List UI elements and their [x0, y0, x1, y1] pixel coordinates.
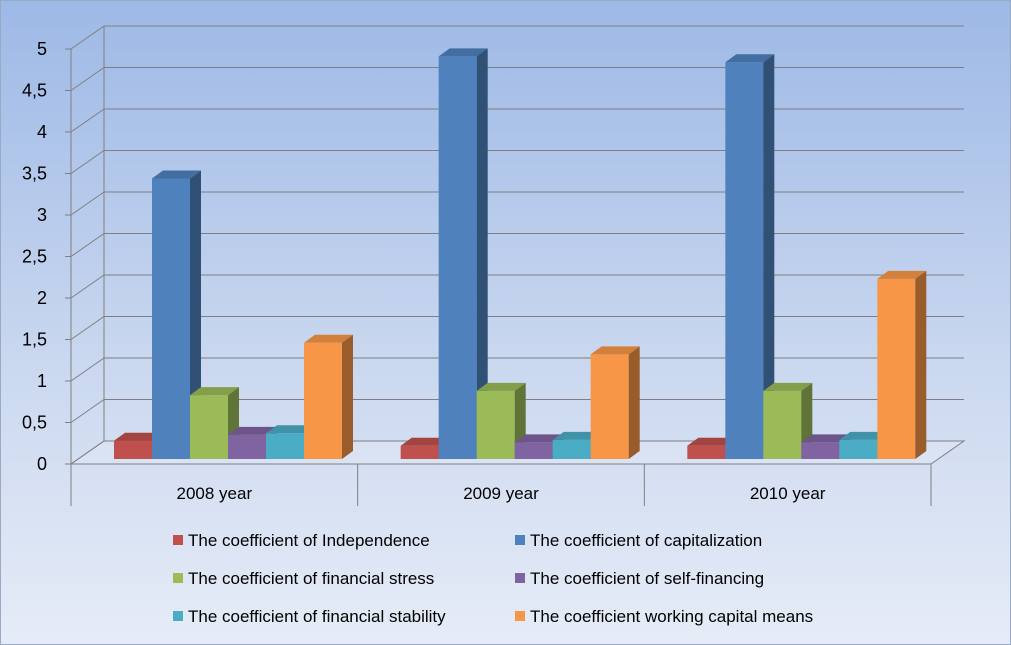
bar-front: [763, 390, 802, 459]
bar: [514, 434, 564, 459]
legend-swatch: [173, 611, 183, 621]
bar-front: [476, 390, 515, 459]
legend-entry: The coefficient of capitalization: [515, 531, 762, 550]
bar-front: [590, 354, 629, 459]
bar-front: [228, 434, 266, 459]
bar-front: [877, 278, 916, 459]
bar-top: [438, 48, 488, 57]
x-tick-label: 2010 year: [750, 484, 826, 503]
y-tick-label: 4: [37, 122, 47, 142]
legend-label: The coefficient of financial stress: [188, 569, 434, 588]
legend-swatch: [515, 611, 525, 621]
bar-top: [552, 431, 602, 440]
legend-swatch: [173, 573, 183, 583]
legend-swatch: [515, 573, 525, 583]
bar: [438, 48, 488, 460]
y-tick-label: 2: [37, 288, 47, 308]
gridline-side: [70, 274, 105, 299]
bar-front: [114, 440, 152, 459]
bar-top: [801, 434, 851, 443]
y-tick-label: 3: [37, 205, 47, 225]
gridline-side: [70, 399, 105, 423]
bar-side: [915, 270, 927, 459]
legend-entry: The coefficient working capital means: [515, 607, 813, 626]
bar-top: [590, 346, 640, 355]
legend-entry: The coefficient of financial stability: [173, 607, 446, 626]
y-tick-label: 2,5: [22, 247, 47, 267]
bar: [476, 382, 526, 459]
legend-entry: The coefficient of self-financing: [515, 569, 764, 588]
bar: [304, 334, 353, 459]
bar-front: [839, 439, 878, 459]
bar: [266, 425, 315, 459]
gridline-side: [70, 67, 105, 91]
bar-top: [190, 387, 239, 396]
bar-front: [687, 445, 726, 459]
bar-top: [114, 432, 163, 441]
legend-label: The coefficient working capital means: [530, 607, 813, 626]
bar-side: [476, 48, 488, 460]
legend-swatch: [515, 535, 525, 545]
x-tick-label: 2008 year: [177, 484, 253, 503]
bar-front: [304, 342, 342, 459]
bar: [877, 270, 927, 459]
y-tick-label: 1,5: [22, 330, 47, 350]
bar-front: [438, 56, 477, 459]
gridline-side: [70, 357, 105, 382]
y-tick-label: 0: [37, 454, 47, 474]
y-tick-label: 5: [37, 39, 47, 59]
bar-top: [400, 437, 450, 446]
legend-label: The coefficient of capitalization: [530, 531, 762, 550]
bar: [725, 54, 775, 460]
bar-front: [400, 445, 439, 459]
bar: [763, 382, 813, 459]
bar-top: [152, 170, 201, 179]
bar-top: [839, 431, 889, 440]
bar: [590, 346, 640, 459]
bar-front: [152, 178, 190, 459]
legend-swatch: [173, 535, 183, 545]
bar-side: [628, 346, 640, 459]
gridline-side: [70, 440, 105, 465]
gridline-side: [70, 25, 105, 50]
bar-front: [801, 442, 840, 459]
gridline-side: [70, 191, 105, 216]
bar: [190, 387, 239, 459]
bar-front: [514, 442, 553, 459]
bar-front: [552, 439, 591, 459]
bar-side: [190, 170, 201, 459]
gridline-side: [70, 233, 105, 257]
bar-top: [687, 437, 737, 446]
bar-top: [266, 425, 315, 434]
bar: [152, 170, 201, 459]
bar-top: [725, 54, 775, 63]
bar-top: [304, 334, 353, 343]
bar-top: [514, 434, 564, 443]
legend-label: The coefficient of self-financing: [530, 569, 764, 588]
bar-side: [342, 334, 353, 459]
bar-top: [763, 382, 813, 391]
legend-entry: The coefficient of Independence: [173, 531, 430, 550]
bar-top: [877, 270, 927, 279]
bar-side: [763, 54, 775, 460]
gridline-side: [70, 108, 105, 133]
legend-label: The coefficient of Independence: [188, 531, 430, 550]
y-tick-label: 4,5: [22, 81, 47, 101]
legend-entry: The coefficient of financial stress: [173, 569, 434, 588]
x-tick-label: 2009 year: [463, 484, 539, 503]
bar-front: [190, 395, 228, 459]
gridline-side: [70, 316, 105, 340]
bar-front: [266, 433, 304, 459]
bar-front: [725, 62, 764, 459]
bar-top: [476, 382, 526, 391]
y-tick-label: 3,5: [22, 164, 47, 184]
y-tick-label: 1: [37, 371, 47, 391]
y-tick-label: 0,5: [22, 413, 47, 433]
gridline-side: [70, 150, 105, 174]
bar-top: [228, 426, 277, 435]
legend-label: The coefficient of financial stability: [188, 607, 446, 626]
